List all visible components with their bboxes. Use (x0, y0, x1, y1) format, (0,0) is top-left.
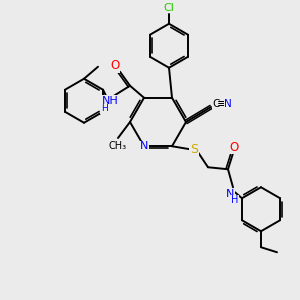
Text: O: O (110, 59, 120, 72)
Text: N: N (140, 141, 148, 151)
Text: C: C (212, 99, 220, 109)
Text: ≡: ≡ (217, 98, 227, 110)
Text: H: H (231, 195, 239, 205)
Text: O: O (230, 141, 238, 154)
Text: S: S (190, 143, 198, 156)
Text: N: N (224, 99, 232, 109)
Text: Cl: Cl (164, 3, 174, 13)
Text: N: N (226, 189, 234, 199)
Text: NH: NH (102, 96, 118, 106)
Text: CH₃: CH₃ (109, 141, 127, 151)
Text: H: H (100, 104, 107, 113)
